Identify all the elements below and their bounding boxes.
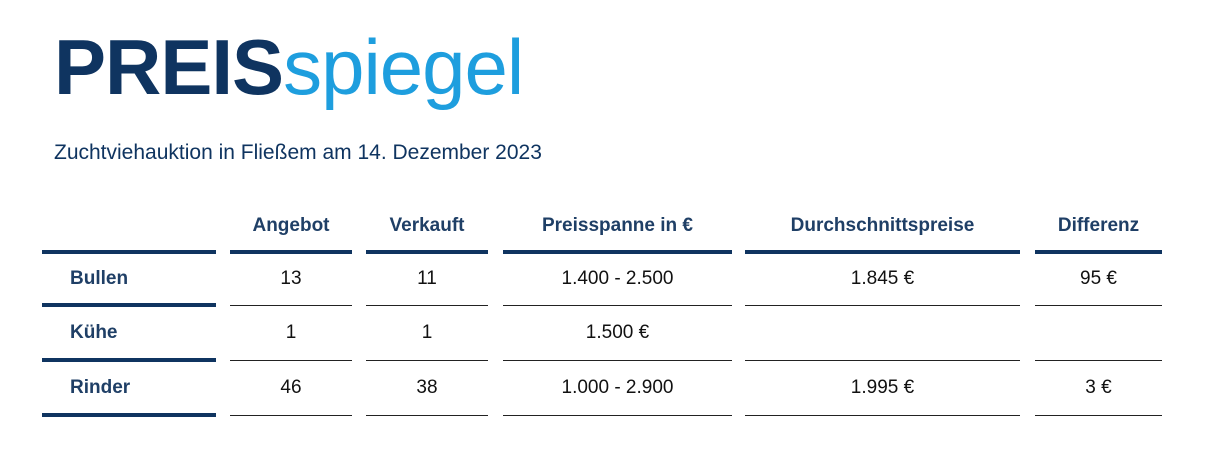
header-rule — [1035, 250, 1162, 254]
header-verkauft: Verkauft — [389, 215, 465, 236]
row-rule — [503, 305, 732, 306]
row-rule — [230, 305, 352, 306]
cell-verkauft: 1 — [421, 322, 433, 343]
cell-angebot: 13 — [280, 268, 302, 289]
header-preisspanne: Preisspanne in € — [541, 215, 693, 236]
logo-bold-part: PREIS — [54, 23, 284, 111]
row-rule — [230, 415, 352, 416]
row-label-rule — [42, 413, 216, 417]
cell-durchschnitt: 1.845 € — [850, 268, 915, 289]
row-rule — [745, 415, 1020, 416]
cell-angebot: 46 — [280, 377, 302, 398]
row-rule — [745, 360, 1020, 361]
row-rule — [1035, 360, 1162, 361]
cell-angebot: 1 — [285, 322, 297, 343]
header-differenz: Differenz — [1057, 215, 1140, 236]
cell-durchschnitt: 1.995 € — [850, 377, 915, 398]
row-rule — [503, 415, 732, 416]
row-label: Rinder — [70, 377, 131, 398]
cell-preisspanne: 1.500 € — [585, 322, 650, 343]
cell-verkauft: 11 — [417, 268, 437, 289]
row-rule — [503, 360, 732, 361]
cell-preisspanne: 1.000 - 2.900 — [561, 377, 674, 398]
row-label-rule — [42, 303, 216, 307]
row-rule — [366, 305, 488, 306]
row-label: Bullen — [70, 268, 129, 289]
header-rule — [42, 250, 216, 254]
header-rule — [745, 250, 1020, 254]
row-rule — [366, 360, 488, 361]
header-durchschnittspreise: Durchschnittspreise — [790, 215, 975, 236]
row-label-rule — [42, 358, 216, 362]
page-subtitle: Zuchtviehauktion in Fließem am 14. Dezem… — [54, 141, 542, 164]
cell-verkauft: 38 — [416, 377, 438, 398]
row-rule — [230, 360, 352, 361]
logo-light-part: spiegel — [283, 23, 524, 111]
row-rule — [366, 415, 488, 416]
row-rule — [1035, 415, 1162, 416]
header-rule — [503, 250, 732, 254]
preisspiegel-logo: PREISspiegel — [54, 22, 524, 112]
row-label: Kühe — [70, 322, 118, 343]
cell-differenz: 3 € — [1085, 377, 1112, 398]
row-rule — [745, 305, 1020, 306]
header-rule — [366, 250, 488, 254]
header-rule — [230, 250, 352, 254]
cell-durchschnitt — [745, 318, 1020, 348]
row-rule — [1035, 305, 1162, 306]
cell-differenz: 95 € — [1080, 268, 1117, 289]
cell-preisspanne: 1.400 - 2.500 — [561, 268, 674, 289]
cell-differenz — [1035, 318, 1162, 348]
header-angebot: Angebot — [252, 215, 330, 236]
